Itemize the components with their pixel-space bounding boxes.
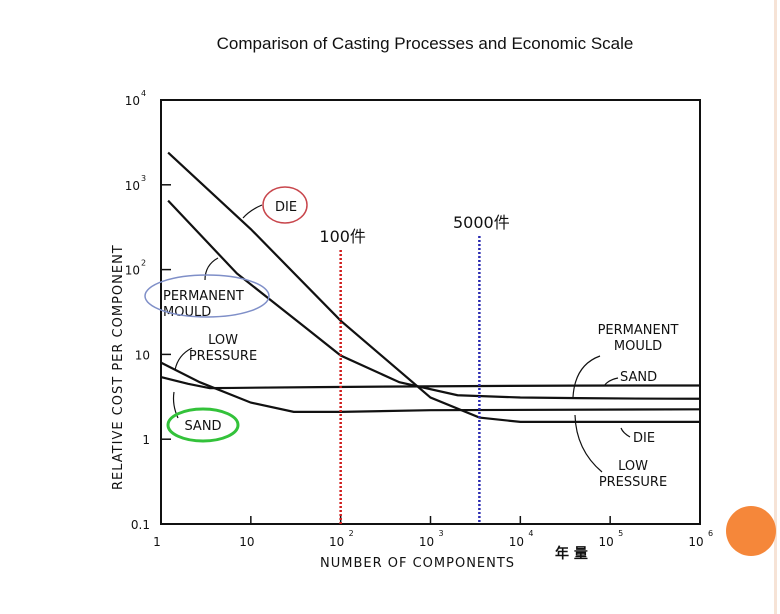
- series-line-sand: [160, 376, 701, 390]
- annotation-arrow: [620, 427, 631, 438]
- series-line-permanent-mould: [167, 199, 701, 400]
- slide-border: [774, 0, 777, 614]
- annotation-arrow: [574, 414, 603, 473]
- y-tick-label: 10: [135, 348, 150, 362]
- marker-label: 100件: [319, 227, 366, 246]
- x-tick-label: 10: [688, 535, 703, 549]
- x-tick-exponent: 5: [618, 529, 623, 538]
- x-axis-label: NUMBER OF COMPONENTS: [320, 556, 515, 571]
- x-tick-exponent: 4: [528, 529, 533, 538]
- orange-dot-decoration: [726, 506, 776, 556]
- x-tick-label: 10: [329, 535, 344, 549]
- marker-label: 5000件: [453, 213, 510, 232]
- y-tick-exponent: 2: [141, 259, 146, 268]
- annotation-label: LOW: [618, 459, 648, 474]
- annotation-circle: [144, 274, 270, 318]
- annotation-arrow: [174, 347, 193, 371]
- x-tick-exponent: 6: [708, 529, 713, 538]
- annotation-circle: [262, 186, 308, 224]
- annotation-label: PERMANENT: [163, 289, 244, 304]
- annotation-label: PRESSURE: [599, 475, 667, 490]
- x-tick-exponent: 2: [349, 529, 354, 538]
- x-tick-label: 10: [599, 535, 614, 549]
- y-axis-label: RELATIVE COST PER COMPONENT: [111, 244, 126, 490]
- y-tick-label: 10: [125, 94, 140, 108]
- x-tick-exponent: 3: [439, 529, 444, 538]
- annotation-circle: [166, 407, 240, 443]
- y-tick-label: 10: [125, 179, 140, 193]
- annotation-label: LOW: [208, 333, 238, 348]
- series-line-low-pressure: [160, 361, 701, 413]
- y-tick-exponent: 3: [141, 174, 146, 183]
- annotation-label: PRESSURE: [189, 349, 257, 364]
- annotation-arrow: [242, 204, 263, 219]
- annotation-arrow: [603, 377, 619, 387]
- x-axis-label-cn: 年 量: [555, 545, 588, 562]
- series-line-die: [167, 151, 700, 423]
- x-tick-label: 10: [239, 535, 254, 549]
- x-tick-label: 1: [153, 535, 161, 549]
- annotation-label: DIE: [633, 431, 655, 446]
- annotation-label: MOULD: [614, 339, 662, 354]
- annotation-label: SAND: [184, 419, 221, 434]
- y-tick-exponent: 4: [141, 89, 146, 98]
- annotation-label: DIE: [275, 200, 297, 215]
- y-tick-label: 1: [142, 433, 150, 447]
- x-tick-label: 10: [419, 535, 434, 549]
- y-tick-label: 0.1: [131, 518, 150, 532]
- y-tick-label: 10: [125, 264, 140, 278]
- slide-title: Comparison of Casting Processes and Econ…: [216, 34, 634, 53]
- annotation-arrow: [204, 257, 219, 281]
- annotation-arrow: [572, 355, 601, 398]
- annotation-label: SAND: [620, 370, 657, 385]
- x-tick-label: 10: [509, 535, 524, 549]
- annotation-label: PERMANENT: [598, 323, 679, 338]
